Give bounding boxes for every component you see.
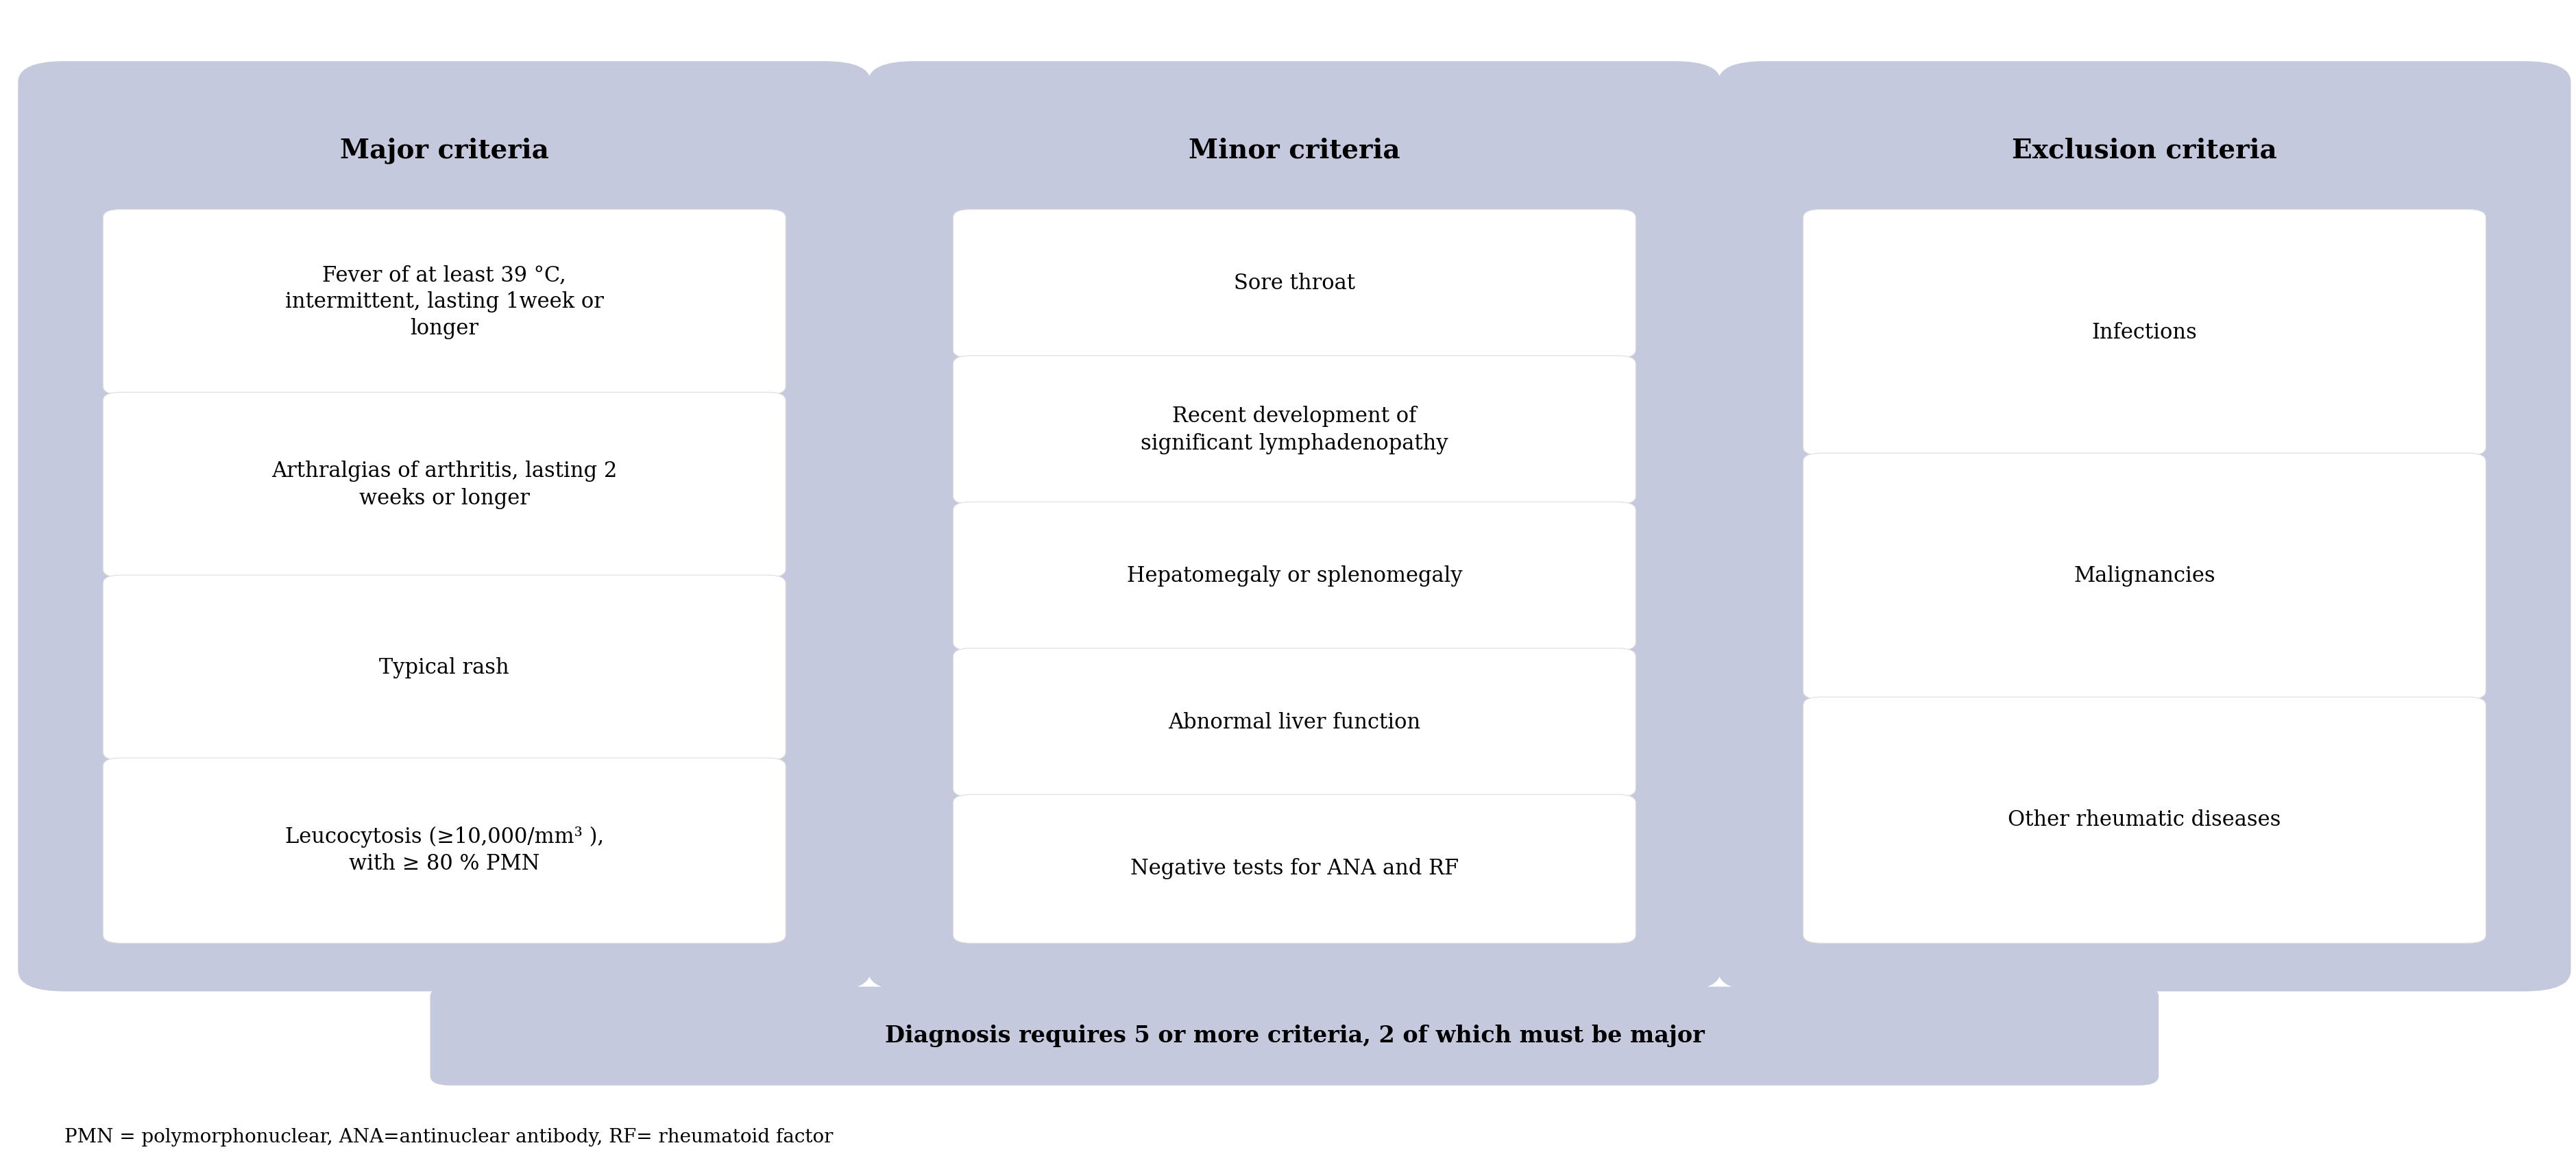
FancyBboxPatch shape bbox=[953, 502, 1636, 650]
Text: Arthralgias of arthritis, lasting 2
weeks or longer: Arthralgias of arthritis, lasting 2 week… bbox=[270, 461, 618, 509]
Text: PMN = polymorphonuclear, ANA=antinuclear antibody, RF= rheumatoid factor: PMN = polymorphonuclear, ANA=antinuclear… bbox=[64, 1128, 832, 1147]
FancyBboxPatch shape bbox=[1803, 697, 2486, 943]
FancyBboxPatch shape bbox=[1718, 61, 2571, 991]
Text: Typical rash: Typical rash bbox=[379, 657, 510, 679]
FancyBboxPatch shape bbox=[1803, 453, 2486, 700]
Text: Minor criteria: Minor criteria bbox=[1188, 138, 1401, 163]
Text: Fever of at least 39 °C,
intermittent, lasting 1week or
longer: Fever of at least 39 °C, intermittent, l… bbox=[286, 265, 603, 340]
FancyBboxPatch shape bbox=[430, 987, 2159, 1085]
Text: Negative tests for ANA and RF: Negative tests for ANA and RF bbox=[1131, 858, 1458, 880]
Text: Malignancies: Malignancies bbox=[2074, 566, 2215, 587]
Text: Sore throat: Sore throat bbox=[1234, 273, 1355, 294]
Text: Infections: Infections bbox=[2092, 322, 2197, 343]
FancyBboxPatch shape bbox=[953, 209, 1636, 358]
Text: Hepatomegaly or splenomegaly: Hepatomegaly or splenomegaly bbox=[1126, 566, 1463, 587]
Text: Other rheumatic diseases: Other rheumatic diseases bbox=[2007, 809, 2282, 830]
FancyBboxPatch shape bbox=[103, 209, 786, 394]
Text: Exclusion criteria: Exclusion criteria bbox=[2012, 138, 2277, 163]
FancyBboxPatch shape bbox=[103, 392, 786, 577]
FancyBboxPatch shape bbox=[953, 795, 1636, 943]
FancyBboxPatch shape bbox=[868, 61, 1721, 991]
FancyBboxPatch shape bbox=[103, 759, 786, 943]
Text: Leucocytosis (≥10,000/mm³ ),
with ≥ 80 % PMN: Leucocytosis (≥10,000/mm³ ), with ≥ 80 %… bbox=[286, 827, 603, 875]
Text: Abnormal liver function: Abnormal liver function bbox=[1170, 711, 1419, 733]
Text: Recent development of
significant lymphadenopathy: Recent development of significant lympha… bbox=[1141, 406, 1448, 454]
Text: Diagnosis requires 5 or more criteria, 2 of which must be major: Diagnosis requires 5 or more criteria, 2… bbox=[884, 1024, 1705, 1048]
FancyBboxPatch shape bbox=[1803, 209, 2486, 455]
FancyBboxPatch shape bbox=[953, 355, 1636, 505]
FancyBboxPatch shape bbox=[953, 648, 1636, 797]
FancyBboxPatch shape bbox=[18, 61, 871, 991]
Text: Major criteria: Major criteria bbox=[340, 138, 549, 163]
FancyBboxPatch shape bbox=[103, 575, 786, 761]
